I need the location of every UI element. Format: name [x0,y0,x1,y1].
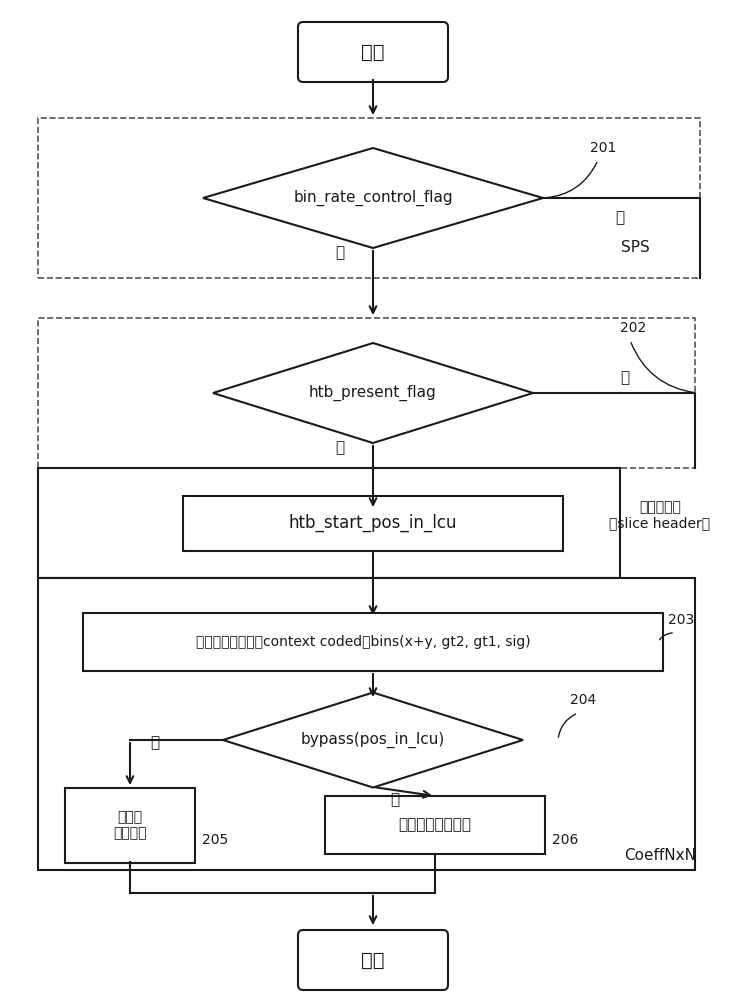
Text: 是: 是 [335,440,344,456]
Text: 是: 是 [335,245,344,260]
Text: 204: 204 [570,693,596,707]
Text: bin_rate_control_flag: bin_rate_control_flag [293,190,453,206]
Text: 203: 203 [668,613,694,627]
Text: 上下文编码模式（context coded）bins(x+y, gt2, gt1, sig): 上下文编码模式（context coded）bins(x+y, gt2, gt1… [196,635,530,649]
Text: 否: 否 [621,370,630,385]
FancyBboxPatch shape [298,22,448,82]
Text: 201: 201 [590,141,616,155]
Polygon shape [223,692,523,788]
FancyBboxPatch shape [298,930,448,990]
Text: 否: 否 [616,211,624,226]
Bar [37,578,695,870]
Bar [325,796,545,854]
Polygon shape [203,148,543,248]
Polygon shape [213,343,533,443]
Text: 是: 是 [391,792,400,808]
Text: 上下文
编码模式: 上下文 编码模式 [114,810,146,840]
Text: CoeffNxN: CoeffNxN [624,848,696,862]
Bar [38,468,620,578]
Bar [83,613,663,671]
Text: 开始: 开始 [362,42,385,62]
Text: 202: 202 [620,321,646,335]
Bar [38,318,695,468]
Text: 结束: 结束 [362,950,385,970]
Text: htb_start_pos_in_lcu: htb_start_pos_in_lcu [289,514,457,532]
Bar [65,788,195,862]
Text: bypass(pos_in_lcu): bypass(pos_in_lcu) [301,732,445,748]
Bar [38,118,700,278]
Text: SPS: SPS [621,240,649,255]
Text: 分片头信息
（slice header）: 分片头信息 （slice header） [610,500,710,530]
Text: htb_present_flag: htb_present_flag [309,385,437,401]
Text: 206: 206 [552,833,578,847]
Text: 旁路组合编码模式: 旁路组合编码模式 [398,818,471,832]
Text: 205: 205 [202,833,229,847]
Bar [183,495,563,550]
Text: 否: 否 [150,736,160,750]
